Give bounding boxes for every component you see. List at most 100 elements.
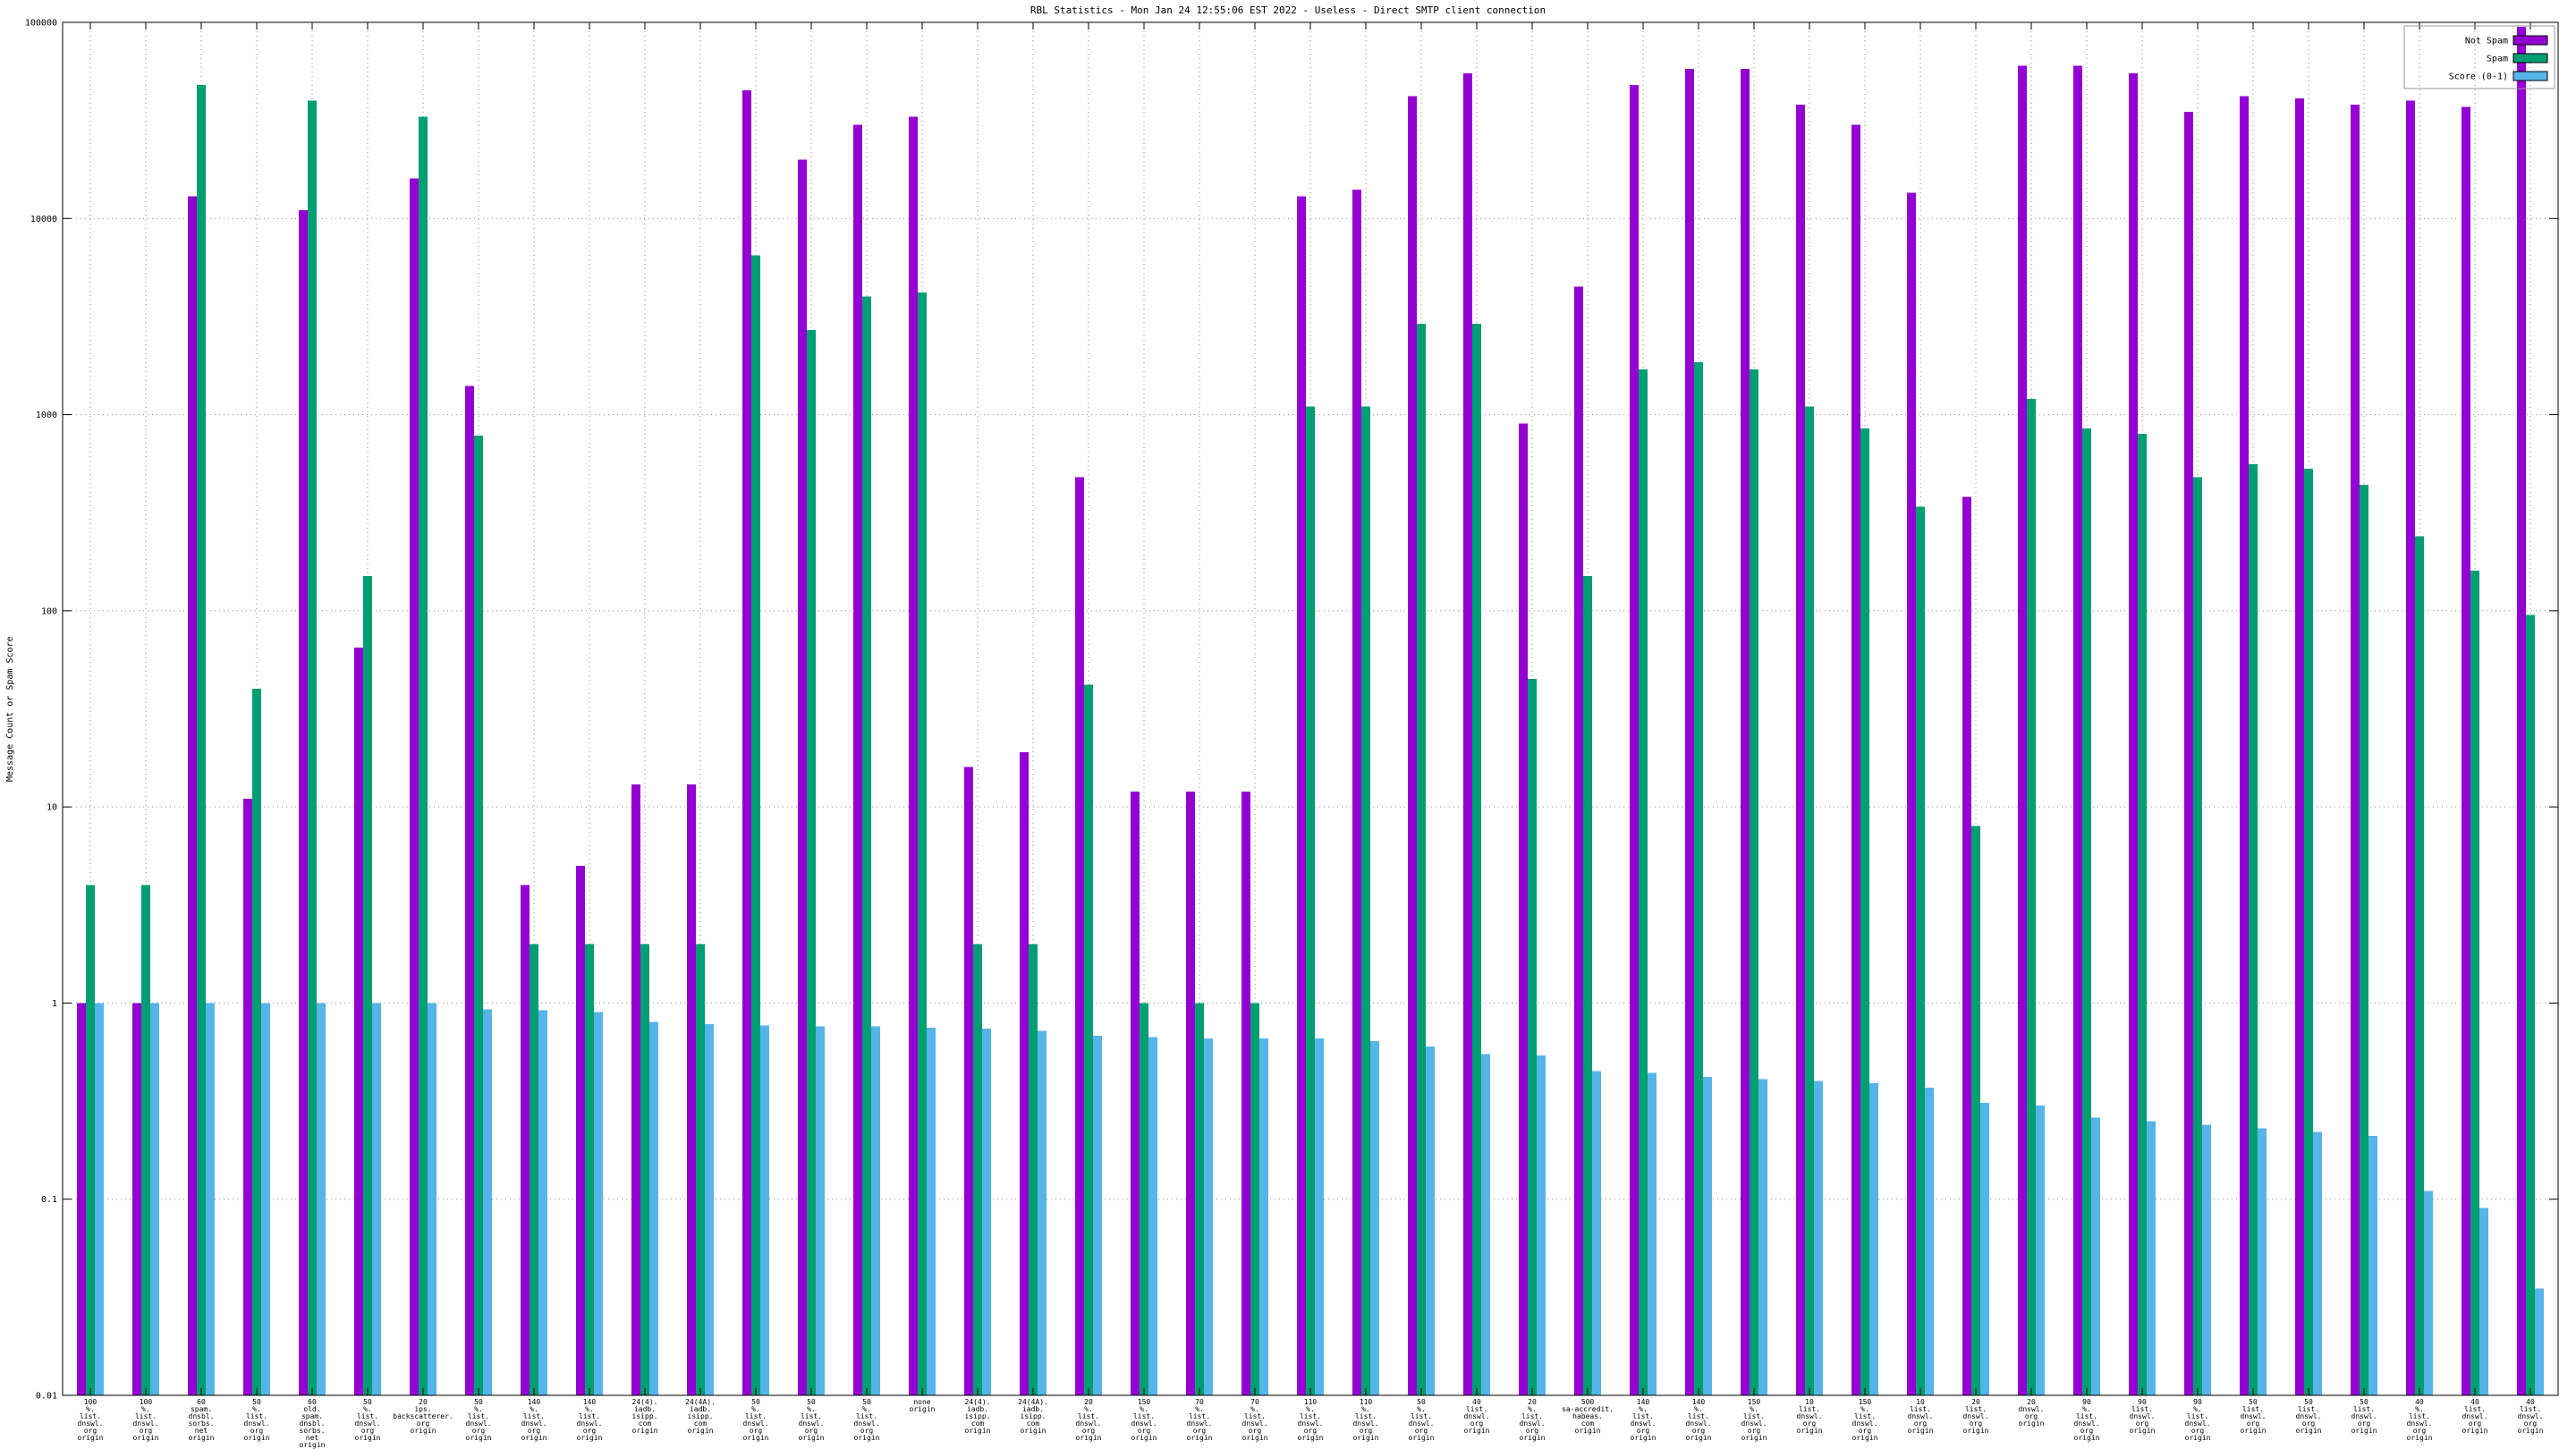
bar-not_spam (1962, 496, 1971, 1395)
bar-spam (2526, 614, 2535, 1395)
y-tick-label: 10 (47, 803, 57, 813)
bar-not_spam (2018, 65, 2027, 1395)
bar-not_spam (2462, 106, 2470, 1395)
x-tick-label: 90%. list. dnswl. org origin (2185, 1398, 2211, 1442)
bar-not_spam (132, 1003, 141, 1395)
x-tick-label: 70%. list. dnswl. org origin (1242, 1398, 1268, 1442)
bar-score (594, 1012, 603, 1395)
x-tick-label: 40%. list. dnswl. org origin (2407, 1398, 2433, 1442)
bar-not_spam (2240, 96, 2249, 1395)
bar-spam (1639, 369, 1648, 1396)
x-tick-label: 24(4A). iadb. isipp. com origin (685, 1398, 716, 1435)
bar-not_spam (521, 885, 530, 1395)
x-tick-label: 20 ips. backscatterer. org origin (393, 1398, 453, 1435)
bar-not_spam (1519, 423, 1528, 1395)
bar-not_spam (410, 178, 419, 1395)
legend-frame (2403, 25, 2555, 89)
x-tick-label: 50%. list. dnswl. org origin (799, 1398, 825, 1442)
bar-not_spam (1075, 477, 1084, 1395)
bar-spam (918, 292, 927, 1396)
bar-not_spam (1574, 286, 1583, 1395)
bar-score (1869, 1083, 1878, 1395)
bar-not_spam (188, 196, 197, 1395)
x-tick-label: 90%. list. dnswl. org origin (2074, 1398, 2100, 1442)
bar-score (2479, 1208, 2488, 1395)
x-tick-label: 24(4). iadb. isipp. com origin (965, 1398, 991, 1435)
y-tick-label: 0.1 (41, 1195, 57, 1205)
x-tick-label: 150%. list. dnswl. org origin (1852, 1398, 1878, 1442)
bar-spam (1528, 678, 1537, 1395)
bar-not_spam (2517, 26, 2526, 1396)
bar-spam (252, 689, 261, 1395)
y-tick-label: 10000 (30, 215, 57, 225)
bar-score (538, 1010, 547, 1395)
x-tick-label: 20%. list. dnswl. org origin (1076, 1398, 1102, 1442)
x-tick-label: 40 list. dnswl. org origin (2518, 1398, 2544, 1435)
bar-spam (1472, 324, 1481, 1395)
bar-score (2424, 1191, 2433, 1395)
bar-not_spam (909, 116, 918, 1395)
bar-score (1315, 1038, 1324, 1395)
x-tick-label: 100%. list. dnswl. org origin (78, 1398, 104, 1442)
bar-not_spam (2406, 100, 2415, 1395)
bar-score (428, 1003, 436, 1395)
bar-spam (2193, 477, 2202, 1395)
bar-not_spam (465, 386, 474, 1396)
bar-spam (1694, 361, 1703, 1395)
bar-not_spam (798, 159, 807, 1395)
x-tick-label: 150%. list. dnswl. org origin (1131, 1398, 1157, 1442)
x-tick-label: 10 list. dnswl. org origin (1908, 1398, 1934, 1435)
bar-spam (2415, 536, 2424, 1395)
bar-spam (1250, 1003, 1259, 1395)
bar-not_spam (2295, 97, 2304, 1395)
bar-not_spam (576, 866, 585, 1395)
bar-spam (1583, 576, 1592, 1395)
bar-score (1758, 1079, 1767, 1395)
x-tick-label: 140%. list. dnswl. org origin (577, 1398, 603, 1442)
legend-swatch-not_spam (2512, 35, 2548, 46)
bar-not_spam (1241, 791, 1250, 1395)
y-tick-label: 1 (52, 999, 57, 1009)
x-tick-label: 40 list. dnswl. org origin (1464, 1398, 1490, 1435)
x-tick-label: 24(4A). iadb. isipp. com origin (1018, 1398, 1048, 1435)
bar-not_spam (687, 784, 696, 1395)
bar-not_spam (77, 1003, 86, 1395)
bar-spam (308, 100, 317, 1395)
bar-score (1093, 1036, 1102, 1395)
x-tick-label: 100%. list. dnswl. org origin (133, 1398, 159, 1442)
x-tick-label: none origin (910, 1398, 936, 1413)
bar-score (2258, 1128, 2267, 1395)
x-tick-label: 50%. list. dnswl. org origin (355, 1398, 381, 1442)
y-tick-label: 1000 (36, 411, 57, 420)
bar-not_spam (1186, 791, 1195, 1395)
x-tick-label: 50%. list. dnswl. org origin (466, 1398, 492, 1442)
x-tick-label: 20%. list. dnswl. org origin (1520, 1398, 1546, 1442)
bar-not_spam (1685, 68, 1694, 1396)
legend-label: Not Spam (2465, 37, 2508, 47)
bar-not_spam (742, 90, 751, 1396)
bar-spam (640, 944, 649, 1395)
bar-score (2091, 1117, 2100, 1395)
legend-label: Score (0-1) (2449, 72, 2508, 82)
bar-not_spam (1852, 124, 1860, 1396)
bar-spam (530, 944, 538, 1395)
bar-spam (1750, 369, 1758, 1396)
x-tick-label: 50 list. dnswl. org origin (2296, 1398, 2322, 1435)
bar-score (483, 1009, 492, 1395)
bar-not_spam (1352, 190, 1361, 1395)
bar-score (1148, 1037, 1157, 1395)
bar-spam (1029, 944, 1038, 1395)
bar-not_spam (2184, 111, 2193, 1395)
bar-not_spam (631, 784, 640, 1395)
bar-spam (86, 885, 95, 1395)
bar-spam (1195, 1003, 1204, 1395)
y-tick-label: 100 (41, 606, 57, 616)
bar-spam (141, 885, 150, 1395)
bar-score (95, 1003, 104, 1395)
bar-spam (696, 944, 705, 1395)
bar-score (317, 1003, 326, 1395)
bar-score (1814, 1080, 1823, 1395)
bar-score (2535, 1288, 2544, 1395)
x-tick-label: 50%. list. dnswl. org origin (244, 1398, 270, 1442)
x-tick-label: 20 dnswl. org origin (2019, 1398, 2045, 1428)
